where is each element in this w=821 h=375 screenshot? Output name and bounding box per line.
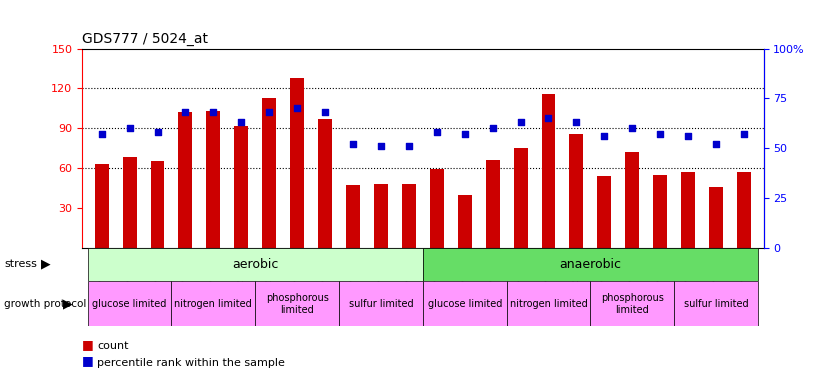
Point [514,119,527,125]
Bar [423,281,507,326]
Text: phosphorous
limited: phosphorous limited [601,293,663,315]
Point [486,125,499,131]
Point [374,143,388,149]
Bar [122,158,136,248]
Point [263,110,276,116]
Bar [626,152,640,248]
Text: glucose limited: glucose limited [93,299,167,309]
Bar [374,184,388,248]
Bar [486,160,500,248]
Text: count: count [97,340,128,351]
Text: ▶: ▶ [62,297,72,310]
Text: nitrogen limited: nitrogen limited [175,299,252,309]
Text: glucose limited: glucose limited [428,299,502,309]
Point [179,110,192,116]
Bar [674,281,758,326]
Text: ■: ■ [82,338,98,351]
Bar [178,112,192,248]
Bar [598,176,612,248]
Bar [401,184,415,248]
Bar [514,148,528,248]
Point [319,110,332,116]
Point [430,129,443,135]
Text: stress: stress [4,260,37,269]
Bar [255,281,339,326]
Bar [94,164,108,248]
Bar [206,111,220,248]
Bar [507,281,590,326]
Bar [458,195,472,248]
Text: nitrogen limited: nitrogen limited [510,299,587,309]
Bar [346,185,360,248]
Point [402,143,415,149]
Bar [570,134,584,248]
Bar [339,281,423,326]
Point [346,141,360,147]
Bar [234,126,248,248]
Bar [290,78,304,248]
Bar [88,281,172,326]
Point [626,125,639,131]
Text: aerobic: aerobic [232,258,278,271]
Text: growth protocol: growth protocol [4,299,86,309]
Point [95,131,108,137]
Point [458,131,471,137]
Bar [318,119,332,248]
Point [681,133,695,139]
Point [235,119,248,125]
Bar [430,170,444,248]
Text: ■: ■ [82,354,98,368]
Point [151,129,164,135]
Bar [88,248,423,281]
Bar [172,281,255,326]
Point [542,116,555,122]
Point [709,141,722,147]
Text: sulfur limited: sulfur limited [684,299,749,309]
Text: anaerobic: anaerobic [559,258,621,271]
Point [737,131,750,137]
Text: sulfur limited: sulfur limited [349,299,413,309]
Bar [150,161,164,248]
Bar [681,172,695,248]
Bar [423,248,758,281]
Bar [542,94,556,248]
Bar [737,172,751,248]
Text: GDS777 / 5024_at: GDS777 / 5024_at [82,32,208,46]
Point [598,133,611,139]
Point [570,119,583,125]
Bar [709,186,723,248]
Text: ▶: ▶ [41,258,51,271]
Point [654,131,667,137]
Bar [590,281,674,326]
Bar [654,175,667,248]
Bar [262,98,276,248]
Text: percentile rank within the sample: percentile rank within the sample [97,357,285,368]
Point [207,110,220,116]
Point [291,105,304,111]
Text: phosphorous
limited: phosphorous limited [266,293,328,315]
Point [123,125,136,131]
